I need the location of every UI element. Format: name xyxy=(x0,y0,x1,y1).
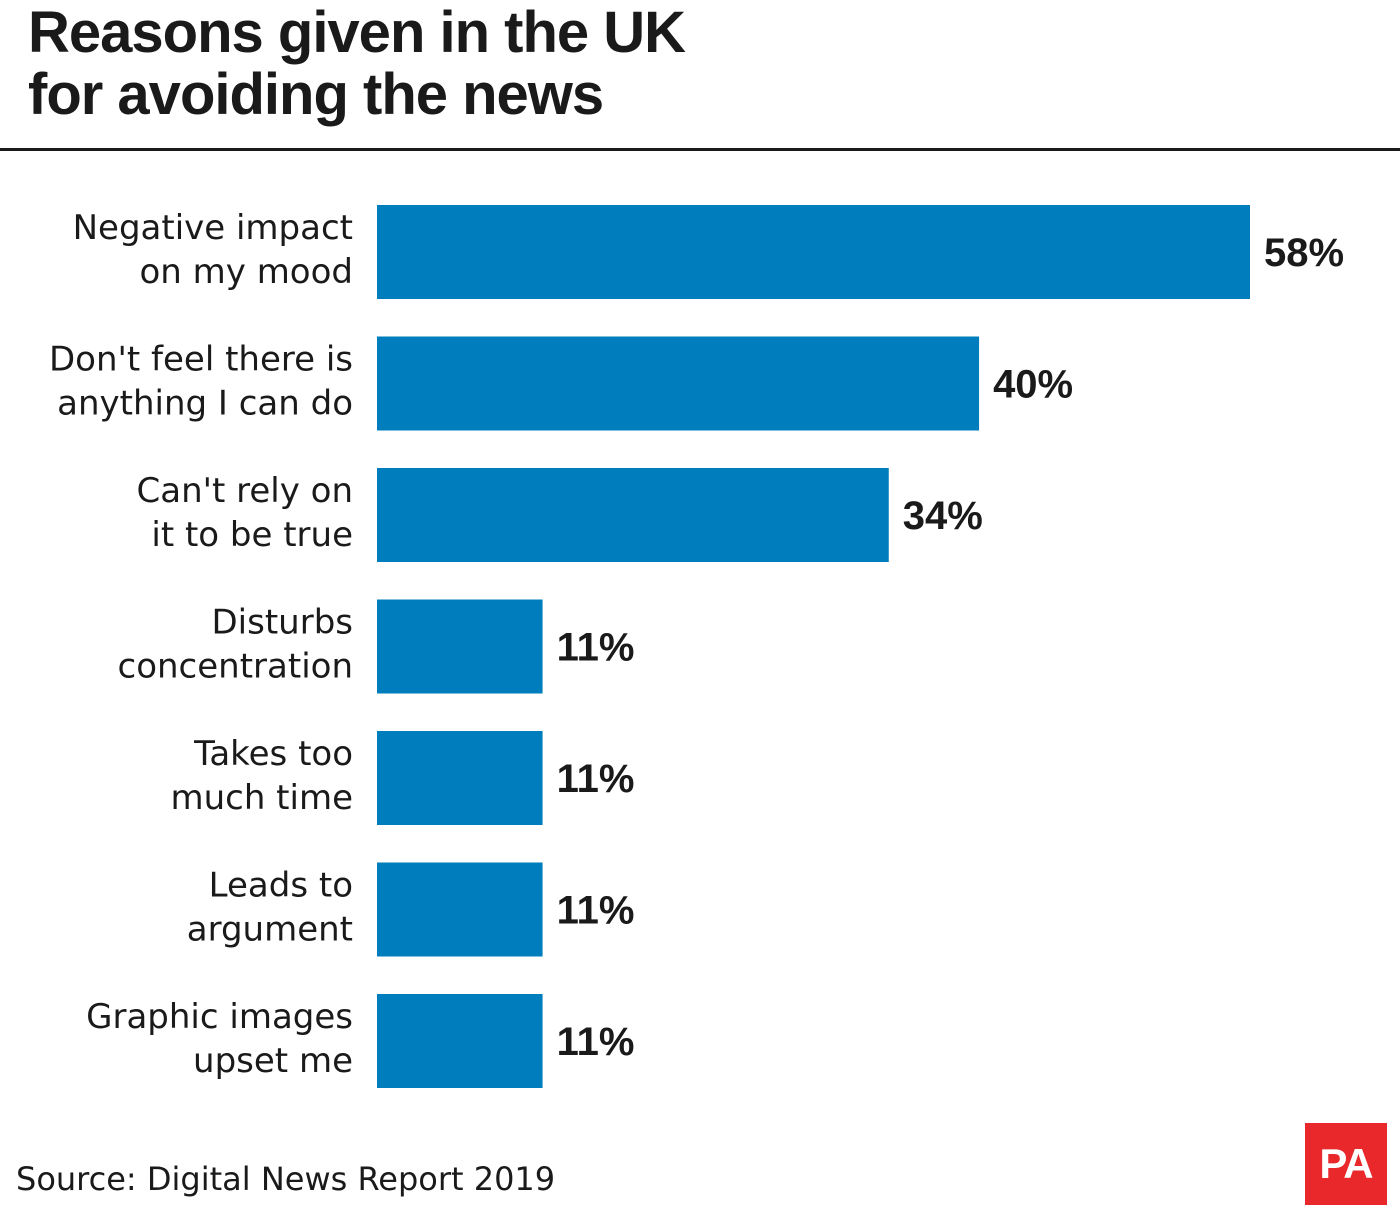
category-label-5: Leads to argument xyxy=(187,866,353,950)
bar-value-label-4: 11% xyxy=(557,757,635,801)
bar-1 xyxy=(377,336,980,431)
category-label-1-line-0: Don't feel there is xyxy=(49,340,353,380)
bar-value-label-2: 34% xyxy=(903,494,983,538)
bar-value-label-3: 11% xyxy=(557,626,635,670)
bar-value-label-6: 11% xyxy=(557,1020,635,1064)
chart-title-line-1: Reasons given in the UK xyxy=(28,0,686,65)
category-label-3-line-1: concentration xyxy=(118,647,353,687)
bar-4 xyxy=(377,731,543,825)
chart-title: Reasons given in the UK for avoiding the… xyxy=(28,0,686,127)
category-label-4: Takes too much time xyxy=(170,734,353,818)
source-note: Source: Digital News Report 2019 xyxy=(16,1160,556,1198)
category-label-0: Negative impact on my mood xyxy=(73,208,353,292)
category-label-1: Don't feel there is anything I can do xyxy=(49,340,353,424)
category-label-2-line-0: Can't rely on xyxy=(137,471,353,511)
category-label-5-line-0: Leads to xyxy=(209,866,353,906)
category-label-3: Disturbs concentration xyxy=(118,603,353,687)
category-label-0-line-1: on my mood xyxy=(139,252,353,292)
category-label-6: Graphic images upset me xyxy=(86,997,353,1081)
category-label-4-line-0: Takes too xyxy=(193,734,353,774)
category-label-4-line-1: much time xyxy=(170,778,353,818)
category-label-2: Can't rely on it to be true xyxy=(137,471,353,555)
category-label-6-line-1: upset me xyxy=(193,1041,353,1081)
bar-value-label-5: 11% xyxy=(557,889,635,933)
bar-6 xyxy=(377,994,543,1088)
bar-2 xyxy=(377,468,889,562)
category-label-0-line-0: Negative impact xyxy=(73,208,353,248)
category-label-2-line-1: it to be true xyxy=(151,515,353,555)
category-label-3-line-0: Disturbs xyxy=(212,603,354,643)
category-label-5-line-1: argument xyxy=(187,910,353,950)
category-label-6-line-0: Graphic images xyxy=(86,997,353,1037)
title-divider xyxy=(0,148,1400,151)
bar-0 xyxy=(377,205,1250,299)
chart-title-line-2: for avoiding the news xyxy=(28,62,604,127)
category-label-1-line-1: anything I can do xyxy=(57,384,353,424)
bar-5 xyxy=(377,862,543,957)
pa-logo: PA xyxy=(1305,1123,1387,1205)
bar-value-label-0: 58% xyxy=(1264,231,1344,275)
bar-3 xyxy=(377,599,543,694)
bar-value-label-1: 40% xyxy=(993,363,1073,407)
